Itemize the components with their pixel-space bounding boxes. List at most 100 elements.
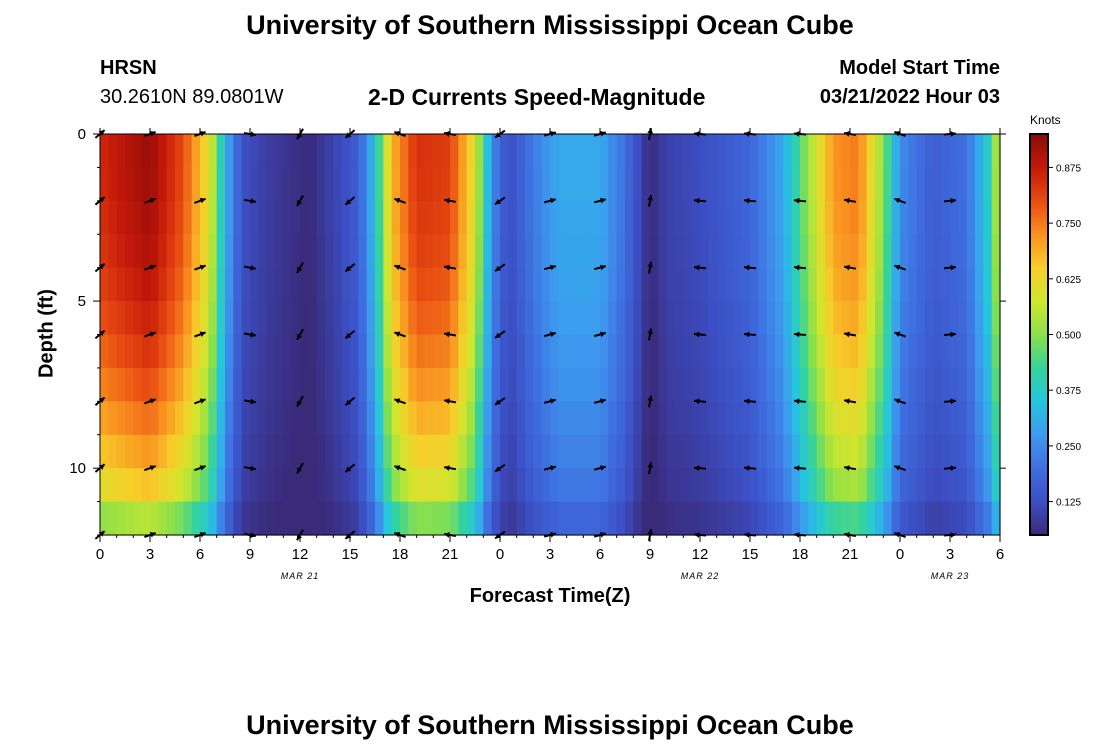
heatmap-cell xyxy=(416,134,426,169)
heatmap-cell xyxy=(133,334,143,369)
heatmap-cell xyxy=(208,401,218,436)
heatmap-cell xyxy=(383,501,393,536)
heatmap-cell xyxy=(941,334,951,369)
heatmap-cell xyxy=(758,367,768,402)
heatmap-cell xyxy=(208,167,218,202)
heatmap-cell xyxy=(566,167,576,202)
heatmap-cell xyxy=(941,234,951,269)
heatmap-cell xyxy=(633,334,643,369)
heatmap-cell xyxy=(641,434,651,469)
heatmap-cell xyxy=(683,401,693,436)
heatmap-cell xyxy=(866,167,876,202)
heatmap-cell xyxy=(641,134,651,169)
x-axis-label: Forecast Time(Z) xyxy=(469,585,631,607)
heatmap-cell xyxy=(525,334,534,369)
heatmap-cell xyxy=(675,134,684,169)
heatmap-cell xyxy=(266,200,276,235)
heatmap-cell xyxy=(983,200,993,235)
heatmap-cell xyxy=(875,367,884,402)
heatmap-cell xyxy=(866,301,876,336)
heatmap-cell xyxy=(891,267,901,302)
colorbar-tick-label: 0.125 xyxy=(1056,498,1081,509)
heatmap-cell xyxy=(208,301,218,336)
heatmap-cell xyxy=(858,367,868,402)
heatmap-cell xyxy=(966,200,976,235)
heatmap-cell xyxy=(791,501,801,536)
heatmap-cell xyxy=(791,434,801,469)
heatmap-cell xyxy=(441,301,451,336)
heatmap-cell xyxy=(958,167,968,202)
heatmap-cell xyxy=(658,434,668,469)
heatmap-cell xyxy=(875,334,884,369)
heatmap-cell xyxy=(616,367,626,402)
heatmap-cell xyxy=(650,501,659,536)
heatmap-cell xyxy=(500,267,509,302)
heatmap-cell xyxy=(166,167,176,202)
heatmap-cell xyxy=(725,334,734,369)
heatmap-cell xyxy=(116,334,126,369)
heatmap-cell xyxy=(508,234,518,269)
heatmap-cell xyxy=(833,200,843,235)
heatmap-cell xyxy=(491,200,501,235)
heatmap-cell xyxy=(983,267,993,302)
heatmap-cell xyxy=(591,134,601,169)
heatmap-cell xyxy=(925,134,934,169)
current-vector xyxy=(894,264,906,271)
heatmap-cell xyxy=(625,234,634,269)
heatmap-cell xyxy=(191,301,201,336)
heatmap-cell xyxy=(200,434,209,469)
heatmap-cell xyxy=(958,401,968,436)
heatmap-cell xyxy=(675,434,684,469)
heatmap-cell xyxy=(458,367,468,402)
heatmap-cell xyxy=(433,267,443,302)
heatmap-cell xyxy=(541,367,551,402)
heatmap-cell xyxy=(108,200,118,235)
heatmap-cell xyxy=(741,367,751,402)
heatmap-cell xyxy=(200,301,209,336)
heatmap-cell xyxy=(625,134,634,169)
vector-head xyxy=(444,398,450,404)
heatmap-cell xyxy=(275,434,284,469)
heatmap-cell xyxy=(800,301,809,336)
vector-head xyxy=(297,467,303,474)
heatmap-cell xyxy=(441,434,451,469)
heatmap-cell xyxy=(750,401,759,436)
heatmap-cell xyxy=(741,167,751,202)
heatmap-cell xyxy=(300,334,309,369)
heatmap-cell xyxy=(116,134,126,169)
heatmap-cell xyxy=(466,401,476,436)
heatmap-cell xyxy=(900,200,909,235)
heatmap-cell xyxy=(233,267,243,302)
heatmap-cell xyxy=(583,401,593,436)
heatmap-cell xyxy=(500,501,509,536)
heatmap-cell xyxy=(425,267,434,302)
heatmap-cell xyxy=(983,468,993,503)
heatmap-cell xyxy=(675,200,684,235)
heatmap-cell xyxy=(150,501,159,536)
heatmap-cell xyxy=(683,200,693,235)
vector-head xyxy=(744,331,750,338)
heatmap-cell xyxy=(375,301,384,336)
heatmap-cell xyxy=(291,334,301,369)
heatmap-cell xyxy=(183,501,193,536)
heatmap-cell xyxy=(141,334,151,369)
heatmap-cell xyxy=(383,234,393,269)
heatmap-cell xyxy=(425,301,434,336)
heatmap-cell xyxy=(108,301,118,336)
page-title: University of Southern Mississippi Ocean… xyxy=(246,10,854,40)
heatmap-cell xyxy=(633,468,643,503)
heatmap-cell xyxy=(516,468,526,503)
heatmap-cell xyxy=(675,468,684,503)
heatmap-cell xyxy=(441,267,451,302)
heatmap-cell xyxy=(633,434,643,469)
current-vector xyxy=(344,196,356,206)
heatmap-cell xyxy=(383,267,393,302)
heatmap-cell xyxy=(775,434,784,469)
heatmap-cell xyxy=(975,501,984,536)
heatmap-cell xyxy=(550,200,559,235)
heatmap-cell xyxy=(766,434,776,469)
heatmap-cell xyxy=(883,367,893,402)
heatmap-cell xyxy=(475,167,484,202)
heatmap-cell xyxy=(808,167,818,202)
heatmap-cell xyxy=(225,434,234,469)
